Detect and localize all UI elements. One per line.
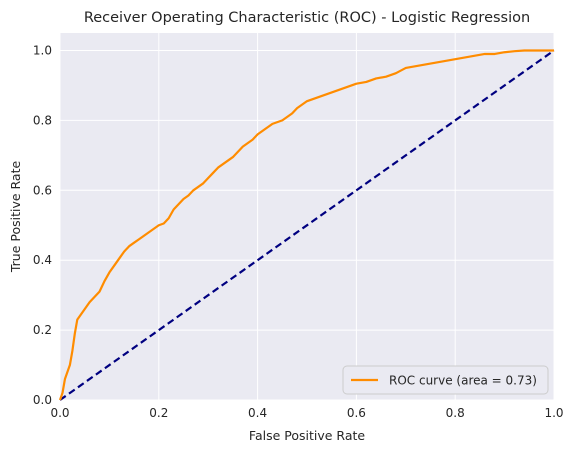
- y-tick-label: 0.6: [33, 183, 52, 197]
- plot-area: [60, 33, 554, 400]
- y-tick-label: 0.0: [33, 393, 52, 407]
- legend-label-roc: ROC curve (area = 0.73): [389, 374, 537, 388]
- roc-curve-line: [58, 49, 554, 401]
- x-tick-label: 0.4: [248, 406, 267, 420]
- diagonal-reference-line: [59, 49, 555, 401]
- y-tick-label: 0.2: [33, 323, 52, 337]
- x-tick-label: 0.8: [446, 406, 465, 420]
- x-tick-label: 0.2: [149, 406, 168, 420]
- y-axis-label: True Positive Rate: [8, 161, 23, 274]
- x-tick-label: 1.0: [544, 406, 563, 420]
- legend-box: [342, 365, 549, 395]
- chart-title: Receiver Operating Characteristic (ROC) …: [84, 10, 530, 26]
- gridlines: [59, 33, 555, 401]
- series-layer: [58, 49, 555, 401]
- legend: ROC curve (area = 0.73): [342, 365, 549, 395]
- y-tick-label: 0.4: [33, 253, 52, 267]
- y-tick-labels: 0.0 0.2 0.4 0.6 0.8 1.0: [33, 43, 52, 407]
- x-tick-label: 0.6: [347, 406, 366, 420]
- x-axis-label: False Positive Rate: [249, 428, 365, 443]
- y-tick-label: 1.0: [33, 43, 52, 57]
- x-tick-label: 0.0: [50, 406, 69, 420]
- y-tick-label: 0.8: [33, 113, 52, 127]
- x-tick-labels: 0.0 0.2 0.4 0.6 0.8 1.0: [50, 406, 563, 420]
